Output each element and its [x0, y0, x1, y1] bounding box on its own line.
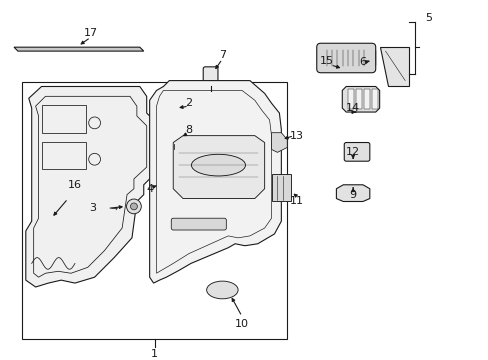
- Polygon shape: [156, 159, 185, 195]
- Text: 16: 16: [68, 180, 82, 190]
- Text: 12: 12: [346, 147, 360, 157]
- Circle shape: [126, 199, 141, 214]
- Polygon shape: [379, 47, 408, 86]
- Bar: [169, 104, 179, 120]
- Polygon shape: [342, 86, 379, 112]
- Text: 9: 9: [349, 190, 356, 199]
- Polygon shape: [173, 136, 264, 199]
- FancyBboxPatch shape: [316, 43, 375, 73]
- Text: 7: 7: [218, 50, 225, 60]
- Text: 15: 15: [319, 56, 333, 66]
- Text: 1: 1: [151, 349, 158, 359]
- Bar: [22, 82, 286, 339]
- Polygon shape: [26, 86, 156, 287]
- Polygon shape: [149, 81, 281, 283]
- Text: 3: 3: [89, 203, 96, 213]
- Bar: [41, 141, 85, 169]
- Polygon shape: [336, 185, 369, 202]
- Text: 17: 17: [83, 28, 98, 39]
- Polygon shape: [14, 47, 143, 51]
- Text: 6: 6: [359, 57, 366, 67]
- Ellipse shape: [206, 281, 238, 299]
- Bar: [355, 89, 361, 109]
- Text: 11: 11: [289, 197, 304, 207]
- FancyBboxPatch shape: [171, 218, 226, 230]
- Bar: [363, 89, 369, 109]
- Text: 2: 2: [185, 98, 192, 108]
- Bar: [271, 174, 290, 202]
- FancyBboxPatch shape: [203, 67, 218, 89]
- FancyBboxPatch shape: [344, 143, 369, 161]
- Text: 10: 10: [235, 319, 248, 329]
- Bar: [347, 89, 353, 109]
- Bar: [371, 89, 377, 109]
- Ellipse shape: [191, 154, 245, 176]
- Text: 13: 13: [289, 131, 304, 141]
- Text: →: →: [111, 204, 118, 213]
- Text: 14: 14: [346, 103, 360, 113]
- Bar: [41, 105, 85, 133]
- Text: 4: 4: [146, 184, 153, 194]
- FancyBboxPatch shape: [363, 50, 375, 66]
- Circle shape: [168, 132, 180, 144]
- Polygon shape: [271, 133, 286, 152]
- Text: 5: 5: [425, 13, 431, 23]
- Text: 8: 8: [185, 125, 192, 135]
- Circle shape: [130, 203, 137, 210]
